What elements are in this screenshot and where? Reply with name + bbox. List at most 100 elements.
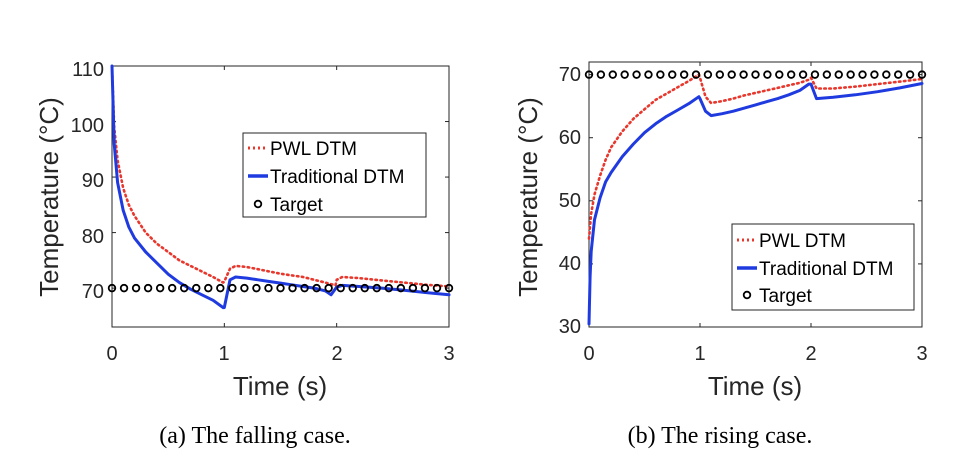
target-marker [167,283,177,293]
legend-label-target: Target [270,195,324,216]
legend-label-target: Target [759,286,813,307]
target-marker [143,283,153,293]
target-marker [715,70,725,79]
y-tick-label-30: 30 [559,316,581,338]
target-marker [727,70,736,79]
target-marker [192,283,201,293]
target-marker [252,283,261,293]
legend-box [731,223,915,311]
target-marker [632,70,641,79]
target-marker [620,70,629,79]
target-marker [336,283,345,293]
target-marker [763,70,772,79]
target-marker [312,283,321,293]
target-marker [324,283,333,293]
target-marker [596,70,606,79]
target-marker [894,70,903,79]
target-marker [432,283,442,293]
legend-swatch-target [742,290,752,300]
y-tick-label-50: 50 [559,190,581,212]
x-axis-label: Time (s) [708,371,802,401]
target-marker [276,283,285,293]
target-marker [644,70,653,79]
target-marker [348,283,357,293]
target-marker [396,283,406,293]
legend-label-traditional: Traditional DTM [759,259,893,280]
legend-swatch-target [253,199,263,209]
target-marker [420,283,430,293]
y-axis-label: Temperature (°C) [513,97,543,297]
x-axis-label: Time (s) [233,371,327,401]
x-tick-label-1: 1 [218,343,229,365]
series-line-pwl-dtm [110,64,451,288]
legend-label-pwl: PWL DTM [759,231,846,252]
series-layer [107,64,454,327]
target-marker [905,70,915,79]
target-marker [870,70,879,79]
x-tick-label-0: 0 [106,343,117,365]
target-marker [408,283,418,293]
target-marker [882,70,891,79]
target-marker [119,283,129,293]
y-tick-label-90: 90 [82,170,104,192]
series-line-pwl-dtm [587,73,924,240]
y-tick-label-80: 80 [82,226,104,248]
legend-box [242,132,427,218]
legend: PWL DTM Traditional DTM Target [731,223,915,311]
y-tick-label-100: 100 [71,115,104,137]
target-marker [372,283,381,293]
target-marker [288,283,297,293]
chart-falling-case: 0 1 2 3 70 80 90 100 110 Time (s) Temper… [34,59,455,449]
y-tick-label-70: 70 [559,64,581,86]
series-line-traditional-dtm [110,64,451,310]
target-marker [180,283,189,293]
target-marker [360,283,369,293]
series-line-traditional-dtm [587,82,924,326]
legend: PWL DTM Traditional DTM Target [242,132,427,218]
caption-falling-case: (a) The falling case. [159,423,350,449]
y-tick-label-70: 70 [82,281,104,303]
target-marker [107,283,117,293]
x-tick-label-0: 0 [583,343,594,365]
y-tick-label-110: 110 [72,59,104,81]
y-axis-label: Temperature (°C) [34,97,64,297]
target-marker [917,70,927,79]
target-marker [584,70,594,79]
target-marker [444,283,454,293]
target-marker [858,70,867,79]
target-marker [691,70,701,79]
target-marker [131,283,141,293]
target-marker [810,70,820,79]
target-marker [264,283,273,293]
chart-rising-case: 0 1 2 3 30 40 50 60 70 Time (s) Temperat… [513,61,928,449]
x-tick-label-3: 3 [443,343,454,365]
y-tick-label-60: 60 [559,127,581,149]
target-marker [846,70,855,79]
target-marker [775,70,784,79]
target-marker [668,70,677,79]
target-marker [300,283,309,293]
target-marker [703,70,713,79]
target-marker [216,283,225,293]
legend-label-traditional: Traditional DTM [270,167,404,188]
caption-rising-case: (b) The rising case. [628,423,813,449]
y-tick-label-40: 40 [559,253,581,275]
target-marker [786,70,796,79]
x-tick-label-2: 2 [805,343,816,365]
x-tick-label-1: 1 [694,343,705,365]
target-marker [822,70,832,79]
target-marker [751,70,760,79]
series-layer [584,62,927,328]
target-marker [798,70,808,79]
target-marker [739,70,748,79]
legend-label-pwl: PWL DTM [270,139,357,160]
target-marker [228,283,237,293]
target-marker [204,283,213,293]
target-marker [679,70,689,79]
target-marker [656,70,665,79]
target-marker [240,283,249,293]
target-marker [155,283,165,293]
target-marker [834,70,843,79]
x-tick-label-2: 2 [331,343,342,365]
